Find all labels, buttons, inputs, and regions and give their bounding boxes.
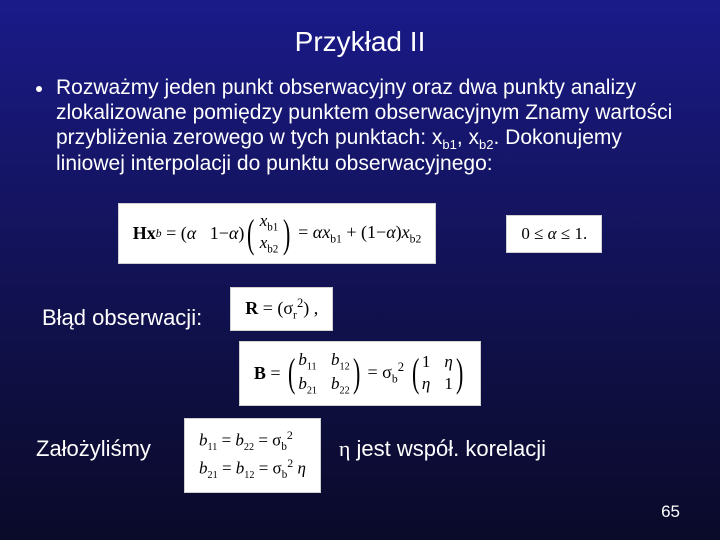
b-lead: B — [254, 363, 266, 384]
col-bot: xb2 — [260, 234, 279, 255]
b12: b12 — [331, 350, 350, 372]
alpha-range-text: 0 ≤ α ≤ 1. — [521, 224, 587, 244]
xb2-base: x — [469, 126, 480, 149]
xb1: xb1 — [432, 126, 457, 149]
formula-r: R = (σr2) , — [230, 287, 333, 331]
hx-lhs-head: Hx — [133, 223, 156, 244]
hx-eq1: = — [162, 223, 181, 244]
bullet-icon — [36, 86, 42, 92]
b-lparen1-icon: ( — [288, 353, 295, 393]
eta-symbol: η — [339, 436, 351, 461]
assumed-label: Założyliśmy — [36, 418, 166, 462]
bullet-text: Rozważmy jeden punkt obserwacyjny oraz d… — [56, 76, 684, 177]
rparen-icon: ) — [283, 214, 290, 254]
slide-title: Przykład II — [36, 26, 684, 58]
b21: b21 — [298, 374, 317, 396]
m12: η — [444, 352, 453, 372]
b22: b22 — [331, 374, 350, 396]
col-vec: xb1 xb2 — [260, 212, 279, 255]
eta-grid: 1 η η 1 — [422, 352, 453, 394]
correlation-note: η jest współ. korelacji — [339, 418, 546, 462]
b11: b11 — [298, 350, 317, 372]
b-eq2: = σb2 — [363, 360, 409, 386]
formula-row-main: Hxb = (α 1−α) ( xb1 xb2 ) = αxb1 + (1−α)… — [36, 199, 684, 269]
bottom-row: Założyliśmy b11 = b22 = σb2 b21 = b12 = … — [36, 418, 684, 493]
b-rparen2-icon: ) — [456, 353, 463, 393]
b-eq1: = — [266, 363, 285, 384]
lparen-icon: ( — [247, 214, 254, 254]
m11: 1 — [422, 352, 431, 372]
xb1-sub: b1 — [442, 137, 456, 152]
r-text: R = (σr2) , — [245, 296, 318, 322]
assumed-eq2: b21 = b12 = σb2 η — [199, 455, 306, 484]
m21: η — [422, 374, 431, 394]
b-rparen1-icon: ) — [353, 353, 360, 393]
m22: 1 — [444, 374, 453, 394]
formula-hx: Hxb = (α 1−α) ( xb1 xb2 ) = αxb1 + (1−α)… — [118, 203, 437, 264]
corr-text: jest współ. korelacji — [350, 436, 546, 461]
xb2-sub: b2 — [479, 137, 493, 152]
bullet-item: Rozważmy jeden punkt obserwacyjny oraz d… — [36, 76, 684, 177]
xb2: xb2 — [469, 126, 494, 149]
slide-root: Przykład II Rozważmy jeden punkt obserwa… — [0, 0, 720, 540]
formula-assumed: b11 = b22 = σb2 b21 = b12 = σb2 η — [184, 418, 321, 493]
error-label: Błąd obserwacji: — [42, 305, 202, 331]
b-matrix-row: B = ( b11 b12 b21 b22 ) = σb2 ( 1 η η 1 … — [36, 341, 684, 406]
comma: , — [457, 126, 469, 149]
b-lparen2-icon: ( — [412, 353, 419, 393]
hx-lhs-text: Hx — [133, 223, 156, 243]
col-top: xb1 — [260, 212, 279, 233]
b-grid: b11 b12 b21 b22 — [298, 350, 349, 397]
error-row: Błąd obserwacji: R = (σr2) , — [36, 287, 684, 331]
row-vec: (α 1−α) — [181, 223, 245, 244]
page-number: 65 — [661, 502, 680, 522]
hx-eq2: = αxb1 + (1−α)xb2 — [294, 222, 422, 246]
formula-b: B = ( b11 b12 b21 b22 ) = σb2 ( 1 η η 1 … — [239, 341, 481, 406]
formula-alpha-range: 0 ≤ α ≤ 1. — [506, 215, 602, 253]
xb1-base: x — [432, 126, 443, 149]
assumed-eq1: b11 = b22 = σb2 — [199, 427, 293, 456]
